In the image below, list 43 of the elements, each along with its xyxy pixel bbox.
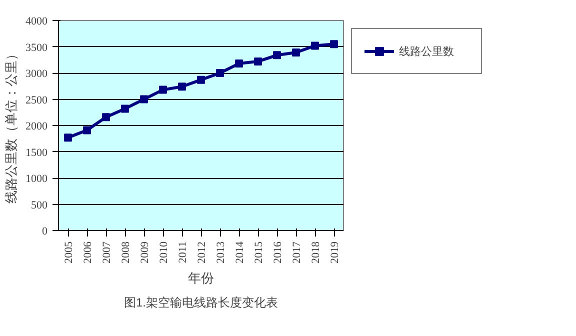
x-tick-label: 2019 (329, 241, 341, 264)
point (64, 134, 72, 142)
x-tick-label: 2010 (158, 241, 170, 264)
y-tick-label: 1000 (26, 173, 48, 185)
point (178, 82, 186, 91)
point (311, 42, 319, 50)
text: 图1.架空输电线路长度变化表 (124, 296, 278, 310)
point (159, 86, 167, 94)
point (273, 51, 281, 60)
point (83, 126, 91, 134)
x-tick-label: 2006 (82, 241, 94, 264)
x-tick-label: 2016 (272, 241, 284, 264)
point (330, 40, 338, 48)
x-tick-label: 2014 (234, 241, 246, 264)
x-tick-label: 2012 (196, 242, 208, 264)
point (216, 69, 224, 77)
x-tick-label: 2018 (310, 241, 322, 264)
y-tick-label: 2000 (26, 120, 48, 132)
point (140, 95, 148, 104)
point (254, 57, 262, 66)
y-tick-label: 500 (31, 199, 48, 212)
y-tick-label: 3000 (26, 68, 48, 80)
x-axis-title: 年份 (188, 270, 214, 286)
point (197, 76, 205, 84)
y-tick-label: 2500 (26, 94, 48, 106)
x-tick-label: 2007 (101, 241, 113, 264)
legend-label: 线路公里数 (399, 44, 455, 58)
y-tick-label: 3500 (26, 42, 48, 54)
y-tick-label: 4000 (26, 16, 48, 28)
x-tick-label: 2009 (139, 241, 151, 264)
y-tick-label: 1500 (26, 146, 48, 159)
point (102, 113, 110, 122)
point (292, 48, 300, 57)
x-tick-label: 2005 (63, 241, 75, 264)
x-tick-label: 2015 (253, 241, 265, 264)
x-tick-label: 2013 (215, 241, 227, 264)
x-tick-label: 2017 (291, 241, 303, 264)
x-tick-label: 2008 (120, 241, 132, 264)
x-tick-label: 2011 (177, 242, 189, 264)
point (235, 60, 243, 68)
point (121, 104, 129, 113)
y-tick-label: 0 (42, 226, 48, 238)
y-axis-title: 线路公里数（单位：公里） (4, 48, 18, 204)
